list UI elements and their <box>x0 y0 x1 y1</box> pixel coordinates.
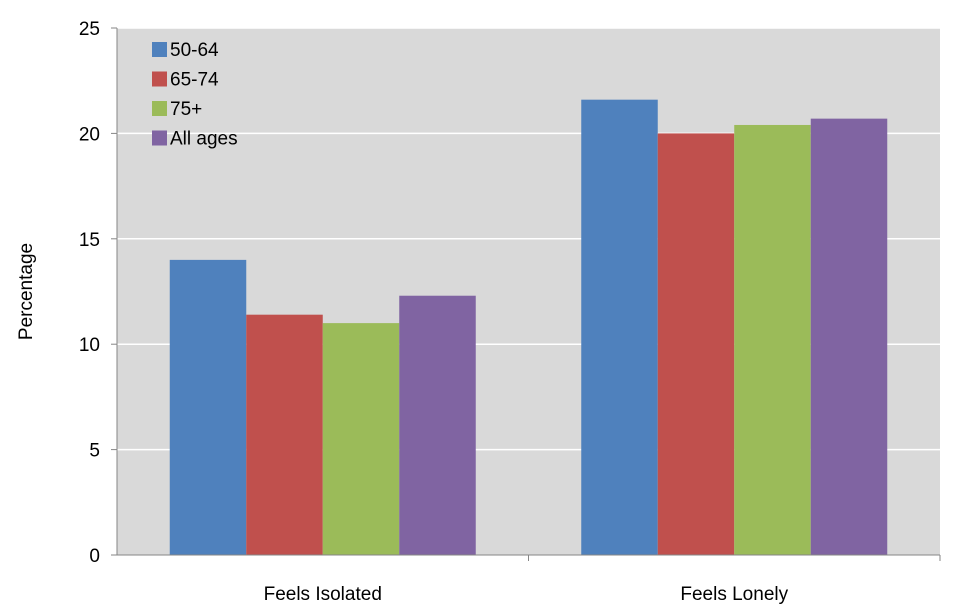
y-tick-label: 15 <box>79 230 100 251</box>
bar-50-64-feels-lonely <box>581 99 658 555</box>
legend-swatch <box>152 130 167 146</box>
y-tick-label: 25 <box>79 19 100 40</box>
bar-65-74-feels-lonely <box>657 133 735 555</box>
legend-label: 50-64 <box>170 40 219 61</box>
legend-label: 65-74 <box>170 70 219 91</box>
x-category-labels: Feels Isolated Feels Lonely <box>264 584 789 605</box>
bar-all-ages-feels-isolated <box>399 295 476 555</box>
legend-swatch <box>152 42 167 57</box>
bars <box>169 99 888 556</box>
legend-label: 75+ <box>170 99 202 120</box>
axes <box>116 28 941 561</box>
y-axis-title: Percentage <box>16 243 37 340</box>
bar-65-74-feels-isolated <box>246 314 323 555</box>
y-tick-label: 0 <box>89 546 100 567</box>
legend-label: All ages <box>170 129 238 150</box>
bar-75--feels-lonely <box>734 124 811 555</box>
legend-swatch <box>152 71 167 87</box>
x-category-label: Feels Isolated <box>264 584 382 605</box>
y-tick-labels: 0 5 10 15 20 25 <box>79 19 117 567</box>
legend: 50-64 65-74 75+ All ages <box>152 40 238 150</box>
x-category-label: Feels Lonely <box>680 584 788 605</box>
bar-50-64-feels-isolated <box>169 259 247 555</box>
bar-all-ages-feels-lonely <box>810 118 888 556</box>
y-tick-label: 20 <box>79 124 100 145</box>
y-tick-label: 5 <box>89 441 100 462</box>
bar-75--feels-isolated <box>322 323 400 555</box>
legend-swatch <box>152 101 167 116</box>
y-tick-label: 10 <box>79 335 100 356</box>
